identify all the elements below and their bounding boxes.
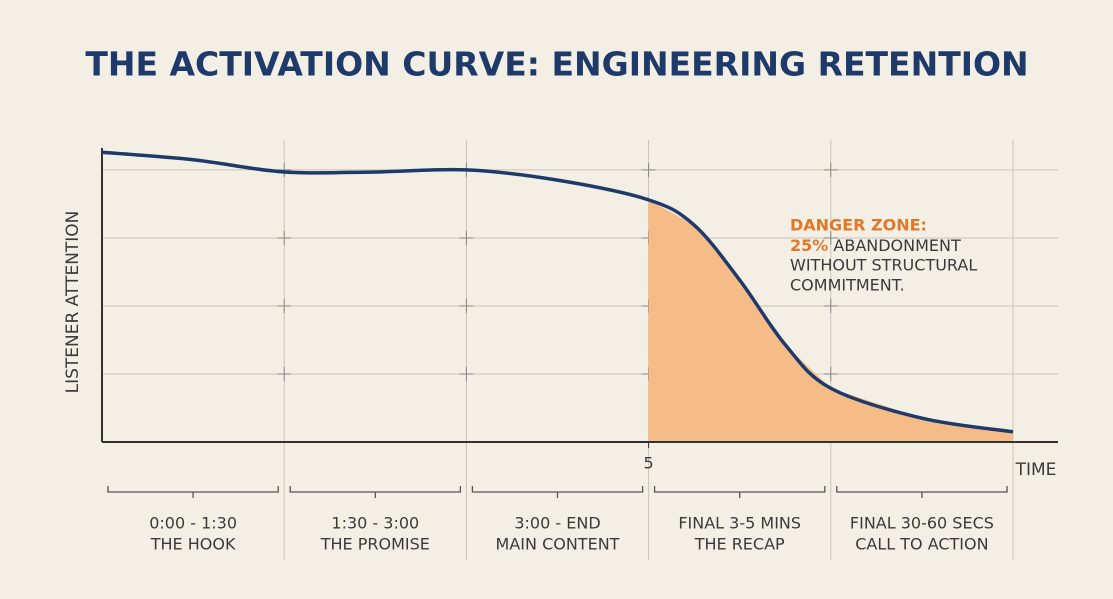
phase-bracket [471, 486, 644, 498]
danger-area [648, 199, 1013, 442]
phase-range: 3:00 - END [514, 514, 600, 533]
annotation-line: 25% ABANDONMENT [790, 236, 961, 255]
annotation-text: ABANDONMENT [833, 236, 961, 255]
phase-bracket [836, 486, 1008, 498]
phase-bracket [107, 486, 279, 498]
annotation-line: WITHOUT STRUCTURAL [790, 256, 977, 275]
phase-range: 1:30 - 3:00 [331, 514, 419, 533]
annotation-title: DANGER ZONE: [790, 216, 927, 235]
phase-name: MAIN CONTENT [496, 535, 620, 554]
phase-bracket [289, 486, 462, 498]
phase-name: THE PROMISE [320, 535, 430, 554]
phase-bracket [653, 486, 826, 498]
annotation-line: COMMITMENT. [790, 276, 905, 295]
phase-range: FINAL 3-5 MINS [678, 514, 801, 533]
chart-title: THE ACTIVATION CURVE: ENGINEERING RETENT… [85, 45, 1028, 84]
phase-name: THE RECAP [694, 535, 785, 554]
y-axis-label: LISTENER ATTENTION [63, 211, 83, 394]
x-tick-label: 5 [644, 454, 654, 473]
phase-range: 0:00 - 1:30 [149, 514, 237, 533]
annotation-highlight: 25% [790, 236, 828, 255]
phase-range: FINAL 30-60 SECS [850, 514, 994, 533]
phase-name: THE HOOK [150, 535, 236, 554]
x-axis-label: TIME [1015, 460, 1057, 480]
attention-curve [101, 150, 1014, 434]
phase-name: CALL TO ACTION [855, 535, 988, 554]
